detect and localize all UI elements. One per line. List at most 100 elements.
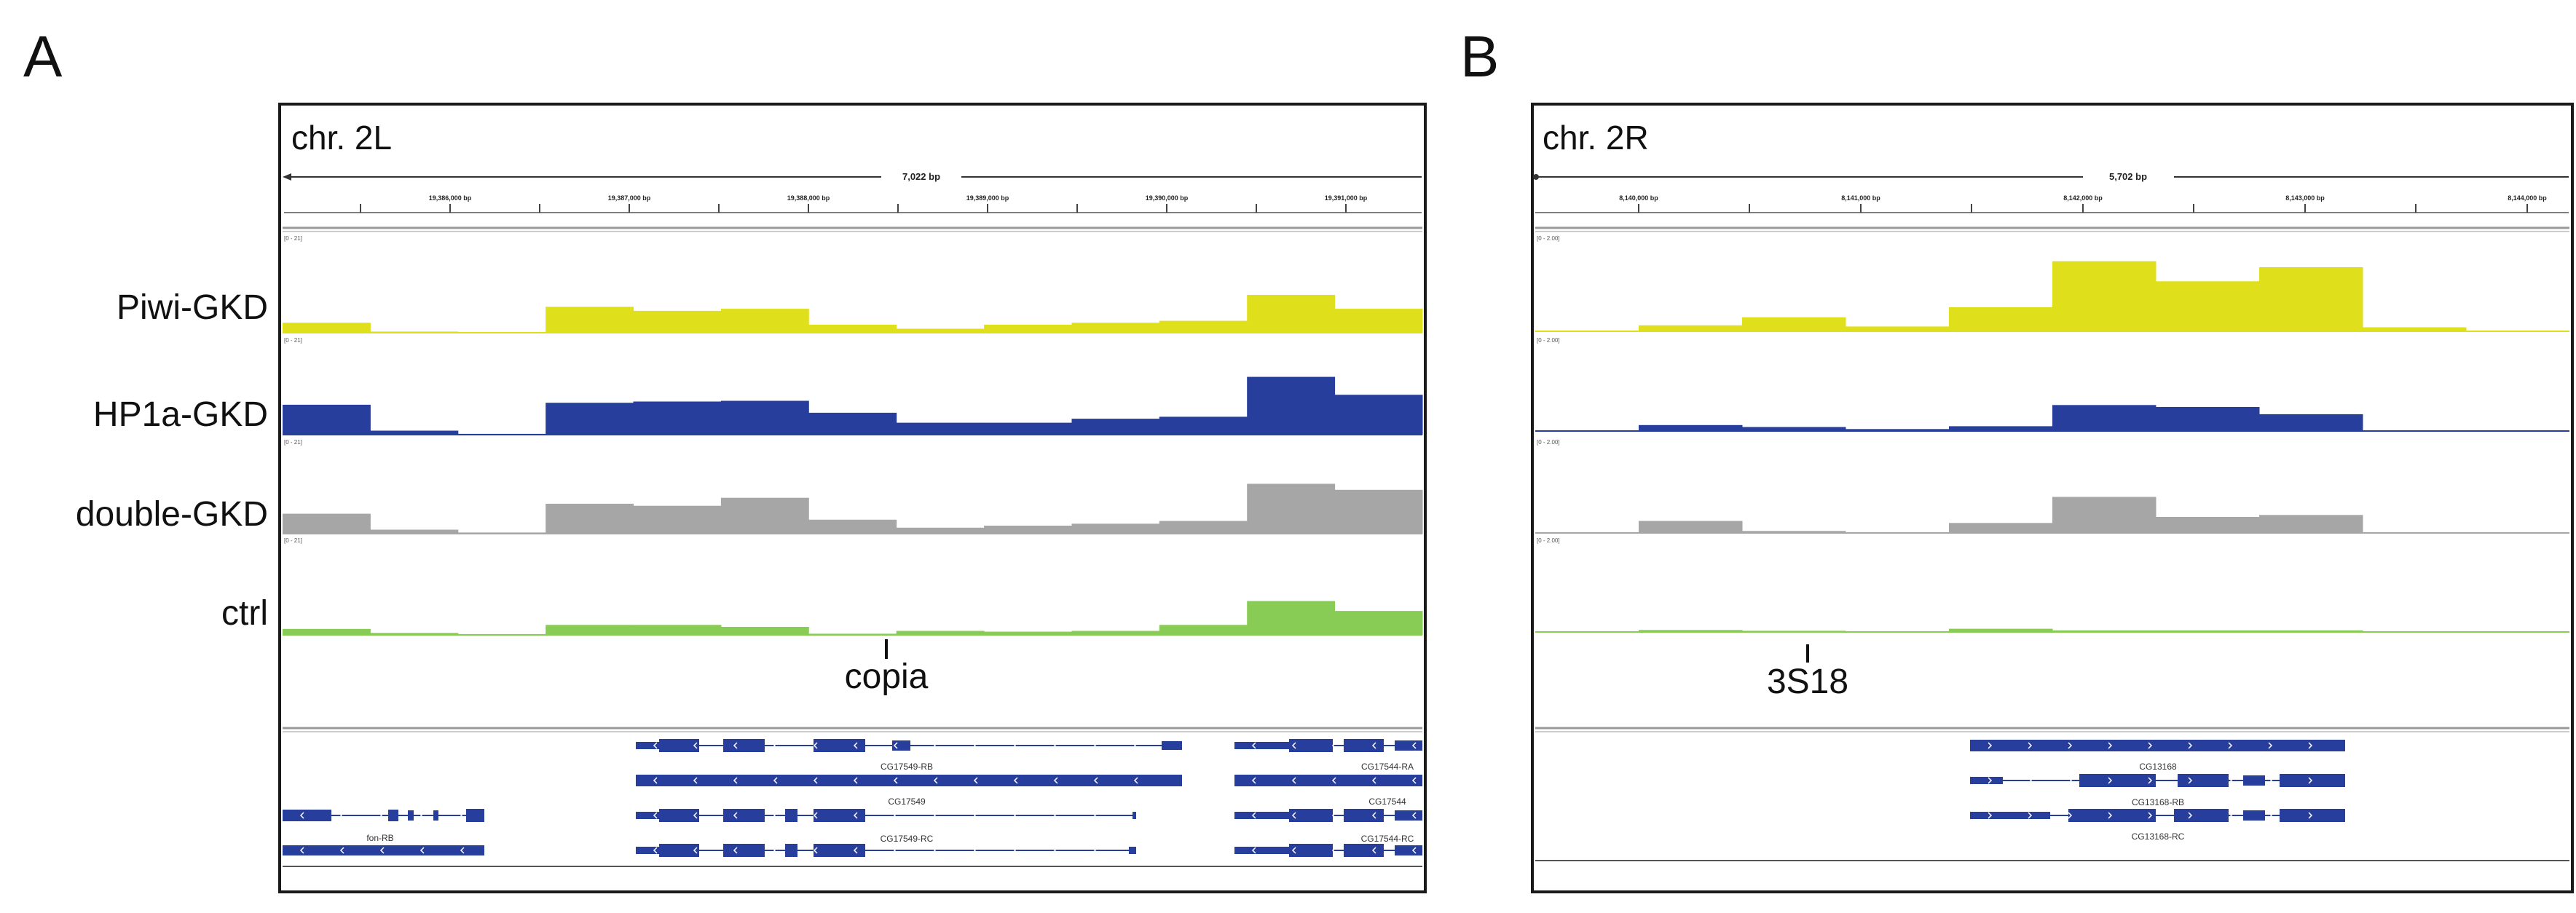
coverage-bin-hp1a-gkd-1 [283, 404, 371, 435]
track-label-piwi: Piwi-GKD [117, 288, 268, 327]
gene-model-fon-rb [283, 809, 484, 822]
coverage-bin-ctrl-5 [1949, 628, 2053, 632]
coverage-bin-double-gkd-3 [1742, 531, 1846, 534]
panel-b-tick-4: 8,143,000 bp [2285, 194, 2325, 202]
gene-label-cg17549-rc: CG17549-RC [881, 834, 934, 844]
gene-model-cg13168 [1970, 740, 2345, 751]
coverage-bin-double-gkd-8 [2259, 515, 2363, 534]
coverage-bin-double-gkd-7 [2156, 517, 2260, 533]
panel-b-range-1: [0 - 2.00] [1537, 235, 1560, 242]
gene-label-cg17549: CG17549 [888, 797, 926, 807]
coverage-bin-double-gkd-2 [370, 529, 459, 534]
gene-model-cg13168-rc [1970, 809, 2345, 822]
coverage-bin-piwi-gkd-10 [1071, 323, 1160, 333]
coverage-bin-double-gkd-13 [1334, 489, 1423, 534]
panel-b-tick-1: 8,140,000 bp [1619, 194, 1658, 202]
coverage-bin-piwi-gkd-12 [1247, 295, 1336, 333]
coverage-bin-ctrl-9 [984, 631, 1072, 635]
coverage-bin-ctrl-6 [720, 627, 809, 635]
coverage-bin-piwi-gkd-6 [720, 309, 809, 333]
coverage-bin-double-gkd-5 [633, 505, 722, 534]
gene-label-cg17544-ra: CG17544-RA [1361, 762, 1414, 772]
coverage-bin-double-gkd-6 [720, 497, 809, 534]
coverage-bin-double-gkd-12 [1247, 483, 1336, 534]
coverage-bin-hp1a-gkd-13 [1334, 395, 1423, 435]
coverage-bin-hp1a-gkd-3 [457, 433, 546, 435]
panel-b-range-4: [0 - 2.00] [1537, 537, 1560, 544]
coverage-bin-hp1a-gkd-8 [896, 422, 985, 435]
coverage-bin-piwi-gkd-7 [808, 325, 897, 333]
coverage-bin-hp1a-gkd-10 [1071, 419, 1160, 435]
coverage-bin-piwi-gkd-13 [1334, 309, 1423, 333]
coverage-bin-double-gkd-1 [283, 513, 371, 534]
coverage-bin-piwi-gkd-4 [1846, 326, 1950, 331]
coverage-bin-hp1a-gkd-5 [633, 401, 722, 435]
panel-b-te-label: 3S18 [1767, 663, 1848, 701]
coverage-bin-piwi-gkd-7 [2156, 281, 2260, 332]
coverage-bin-piwi-gkd-2 [1639, 325, 1743, 332]
coverage-bin-hp1a-gkd-7 [808, 412, 897, 435]
coverage-bin-ctrl-5 [633, 625, 722, 635]
panel-b-tick-2: 8,141,000 bp [1841, 194, 1880, 202]
coverage-bin-piwi-gkd-4 [545, 307, 634, 333]
track-label-ctrl: ctrl [221, 594, 268, 633]
coverage-bin-hp1a-gkd-6 [2052, 405, 2156, 432]
panel-b-span-label: 5,702 bp [2109, 171, 2147, 182]
panel-a-tick-5: 19,390,000 bp [1146, 194, 1189, 202]
coverage-bin-double-gkd-10 [1071, 523, 1160, 534]
coverage-bin-ctrl-2 [370, 633, 459, 635]
gene-label-fon-rb: fon-RB [366, 833, 393, 843]
panel-a-range-2: [0 - 21] [284, 337, 302, 344]
coverage-bin-ctrl-12 [1247, 601, 1336, 635]
coverage-bin-hp1a-gkd-9 [984, 422, 1072, 435]
gene-label-cg17544-rc: CG17544-RC [1361, 834, 1414, 844]
coverage-bin-piwi-gkd-9 [984, 325, 1072, 333]
panel-b-title: chr. 2R [1543, 119, 1649, 157]
coverage-bin-ctrl-3 [1742, 631, 1846, 632]
gene-model-cg17544-rc [1234, 809, 1422, 822]
coverage-bin-piwi-gkd-11 [1159, 320, 1248, 333]
coverage-bin-hp1a-gkd-5 [1949, 426, 2053, 431]
coverage-bin-double-gkd-7 [808, 519, 897, 534]
gene-model-cg17544 [1234, 775, 1422, 786]
gene-label-cg13168-rc: CG13168-RC [2132, 831, 2185, 842]
coverage-bin-hp1a-gkd-2 [1639, 424, 1743, 432]
coverage-bin-hp1a-gkd-4 [545, 403, 634, 435]
gene-label-cg13168: CG13168 [2139, 762, 2177, 772]
coverage-bin-ctrl-13 [1334, 611, 1423, 635]
coverage-bin-double-gkd-5 [1949, 523, 2053, 534]
gene-model-cg17549-rc-short [636, 844, 1136, 857]
gene-model-cg17544-rc-2 [1234, 844, 1422, 857]
panel-a-range-1: [0 - 21] [284, 235, 302, 242]
panel-b-gene-track [1970, 740, 2345, 822]
panel-a-gene-track [283, 739, 1422, 857]
coverage-bin-ctrl-7 [808, 633, 897, 635]
panel-a-tick-2: 19,387,000 bp [608, 194, 651, 202]
gene-model-cg17549-rc [636, 809, 1136, 822]
coverage-bin-double-gkd-3 [457, 532, 546, 534]
track-label-double: double-GKD [76, 495, 268, 534]
coverage-bin-piwi-gkd-3 [1742, 317, 1846, 332]
coverage-bin-double-gkd-6 [2052, 497, 2156, 533]
gene-label-cg17544: CG17544 [1368, 797, 1406, 807]
panel-b-range-3: [0 - 2.00] [1537, 439, 1560, 446]
panel-a-te-label: copia [845, 657, 929, 696]
panel-b-tick-3: 8,142,000 bp [2063, 194, 2103, 202]
panel-a-tick-6: 19,391,000 bp [1325, 194, 1368, 202]
coverage-bin-piwi-gkd-8 [896, 328, 985, 333]
panel-a-frame [278, 103, 1427, 893]
panel-a-tick-4: 19,389,000 bp [966, 194, 1009, 202]
panel-a-range-3: [0 - 21] [284, 439, 302, 446]
panel-b-ruler: 5,702 bp 8,140,000 bp 8,141,000 bp 8,142… [1533, 171, 2569, 213]
gene-label-cg17549-rb: CG17549-RB [881, 762, 933, 772]
panel-label-b: B [1460, 24, 1499, 89]
coverage-bin-hp1a-gkd-8 [2259, 414, 2363, 431]
coverage-bin-ctrl-7 [2156, 630, 2260, 632]
panel-a-tick-1: 19,386,000 bp [429, 194, 472, 202]
gene-model-cg17549 [636, 775, 1182, 786]
panel-b-range-2: [0 - 2.00] [1537, 337, 1560, 344]
coverage-bin-hp1a-gkd-2 [370, 430, 459, 435]
coverage-bin-piwi-gkd-8 [2259, 267, 2363, 331]
coverage-bin-ctrl-1 [283, 628, 371, 635]
coverage-bin-double-gkd-8 [896, 527, 985, 534]
